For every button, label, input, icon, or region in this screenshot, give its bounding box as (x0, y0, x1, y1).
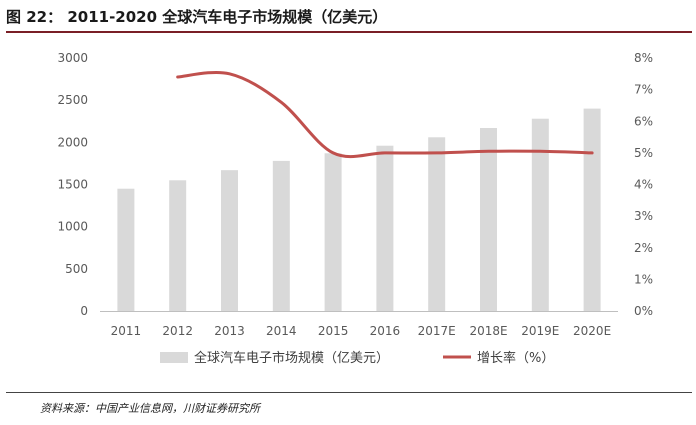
legend-swatch-bar (160, 352, 188, 363)
x-tick-2011: 2011 (111, 324, 142, 338)
y-tick-1500: 1500 (57, 178, 88, 192)
x-tick-2017E: 2017E (418, 324, 456, 338)
y2-tick-0pct: 0% (634, 304, 653, 318)
y2-tick-2pct: 2% (634, 241, 653, 255)
x-tick-2014: 2014 (266, 324, 297, 338)
bar-2019E (531, 118, 549, 311)
bar-2011 (117, 188, 135, 311)
bar-2013 (221, 170, 238, 311)
y-tick-3000: 3000 (57, 51, 88, 65)
bar-2016 (376, 145, 394, 311)
y-tick-1000: 1000 (57, 220, 88, 234)
y2-tick-6pct: 6% (634, 114, 653, 128)
y2-tick-8pct: 8% (634, 51, 653, 65)
legend: 全球汽车电子市场规模（亿美元） 增长率（%） (160, 350, 554, 366)
y2-tick-1pct: 1% (634, 272, 653, 286)
bar-2014 (272, 160, 290, 311)
x-tick-2020E: 2020E (573, 324, 611, 338)
bar-2018E (480, 127, 497, 311)
y2-tick-7pct: 7% (634, 83, 653, 97)
bar-series (117, 108, 601, 311)
x-tick-2013: 2013 (214, 324, 245, 338)
bar-2015 (324, 153, 342, 311)
x-tick-2012: 2012 (162, 324, 193, 338)
bar-2020E (583, 108, 601, 311)
legend-label-line: 增长率（%） (477, 350, 554, 366)
title-rule (6, 31, 692, 33)
y2-tick-4pct: 4% (634, 178, 653, 192)
footer-rule (6, 392, 692, 393)
y-tick-500: 500 (65, 262, 88, 276)
y2-tick-5pct: 5% (634, 146, 653, 160)
x-tick-2016: 2016 (370, 324, 401, 338)
x-tick-2015: 2015 (318, 324, 349, 338)
y-tick-0: 0 (80, 304, 88, 318)
axes: 2011 2012 2013 2014 2015 2016 2017E 2018E 2019E 2… (57, 51, 653, 338)
y-tick-2500: 2500 (57, 93, 88, 107)
x-tick-2019E: 2019E (521, 324, 559, 338)
y-tick-2000: 2000 (57, 135, 88, 149)
figure-title: 图 22： 2011-2020 全球汽车电子市场规模（亿美元） (6, 8, 388, 26)
legend-label-bar: 全球汽车电子市场规模（亿美元） (194, 350, 389, 366)
y2-tick-3pct: 3% (634, 209, 653, 223)
source-note: 资料来源：中国产业信息网，川财证券研究所 (40, 402, 260, 415)
growth-line-series (176, 70, 594, 159)
x-tick-2018E: 2018E (469, 324, 507, 338)
bar-2012 (169, 180, 187, 311)
bar-2017E (428, 137, 446, 311)
growth-line (176, 70, 594, 159)
